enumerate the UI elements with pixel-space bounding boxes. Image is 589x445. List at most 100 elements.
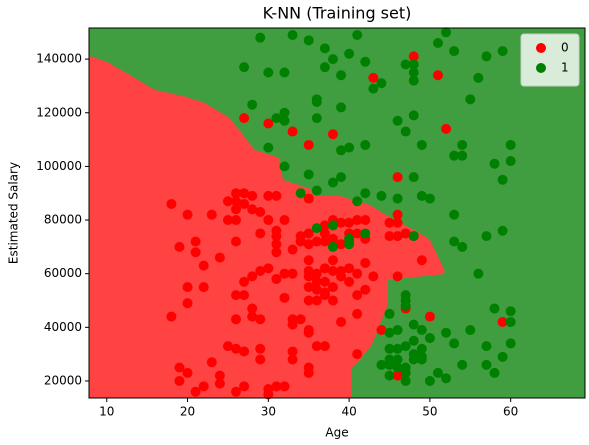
data-point: [384, 343, 395, 354]
data-point: [287, 319, 298, 330]
data-point: [497, 316, 508, 327]
data-point: [166, 198, 177, 209]
data-point: [247, 99, 258, 110]
data-point: [408, 335, 419, 346]
data-point: [303, 239, 314, 250]
chart-title: K-NN (Training set): [263, 4, 412, 23]
data-point: [481, 51, 492, 62]
data-point: [392, 217, 403, 228]
data-point: [344, 48, 355, 59]
data-point: [336, 70, 347, 81]
data-point: [174, 362, 185, 373]
data-point: [255, 228, 266, 239]
data-point: [400, 362, 411, 373]
data-point: [432, 367, 443, 378]
data-point: [473, 268, 484, 279]
data-point: [247, 204, 258, 215]
x-tick-label: 50: [422, 405, 437, 419]
legend-label: 1: [561, 61, 569, 75]
data-point: [408, 231, 419, 242]
data-point: [392, 115, 403, 126]
x-tick-label: 20: [180, 405, 195, 419]
data-point: [287, 346, 298, 357]
data-point: [303, 295, 314, 306]
data-point: [311, 236, 322, 247]
axes-frame: [88, 27, 586, 399]
legend-box: [520, 33, 580, 87]
data-point: [222, 196, 233, 207]
data-point: [190, 247, 201, 258]
data-point: [255, 32, 266, 43]
data-point: [319, 263, 330, 274]
data-point: [263, 142, 274, 153]
data-point: [416, 139, 427, 150]
data-point: [336, 239, 347, 250]
data-point: [263, 190, 274, 201]
data-point: [441, 327, 452, 338]
data-point: [303, 35, 314, 46]
data-point: [303, 139, 314, 150]
data-point: [336, 145, 347, 156]
data-point: [368, 271, 379, 282]
data-point: [497, 225, 508, 236]
data-point: [247, 311, 258, 322]
data-point: [311, 284, 322, 295]
data-point: [489, 303, 500, 314]
data-point: [505, 338, 516, 349]
data-point: [206, 209, 217, 220]
data-point: [336, 316, 347, 327]
data-point: [182, 298, 193, 309]
data-point: [327, 241, 338, 252]
data-point: [239, 188, 250, 199]
data-point: [400, 341, 411, 352]
data-point: [319, 43, 330, 54]
data-point: [384, 308, 395, 319]
data-point: [311, 341, 322, 352]
data-point: [214, 378, 225, 389]
data-point: [231, 290, 242, 301]
data-point: [295, 188, 306, 199]
data-point: [311, 185, 322, 196]
data-point: [263, 215, 274, 226]
data-point: [392, 231, 403, 242]
data-point: [392, 193, 403, 204]
data-point: [408, 67, 419, 78]
data-point: [287, 126, 298, 137]
data-point: [263, 389, 274, 400]
data-point: [327, 54, 338, 65]
data-point: [327, 266, 338, 277]
data-point: [457, 139, 468, 150]
data-point: [231, 236, 242, 247]
data-point: [311, 97, 322, 108]
data-point: [360, 215, 371, 226]
data-point: [384, 217, 395, 228]
data-point: [319, 341, 330, 352]
data-point: [408, 75, 419, 86]
data-point: [231, 196, 242, 207]
data-point: [336, 271, 347, 282]
data-point: [408, 110, 419, 121]
legend-label: 0: [561, 41, 569, 55]
data-point: [352, 290, 363, 301]
data-point: [327, 295, 338, 306]
data-point: [449, 338, 460, 349]
data-point: [441, 373, 452, 384]
data-point: [336, 102, 347, 113]
data-point: [424, 333, 435, 344]
data-point: [497, 174, 508, 185]
data-point: [190, 236, 201, 247]
data-point: [481, 231, 492, 242]
data-point: [311, 113, 322, 124]
data-point: [384, 359, 395, 370]
data-point: [505, 316, 516, 327]
data-point: [368, 72, 379, 83]
data-point: [255, 266, 266, 277]
data-point: [239, 346, 250, 357]
data-point: [271, 274, 282, 285]
x-tick-label: 10: [99, 405, 114, 419]
data-point: [344, 263, 355, 274]
data-point: [384, 327, 395, 338]
data-point: [449, 209, 460, 220]
data-point: [416, 325, 427, 336]
data-point: [239, 113, 250, 124]
